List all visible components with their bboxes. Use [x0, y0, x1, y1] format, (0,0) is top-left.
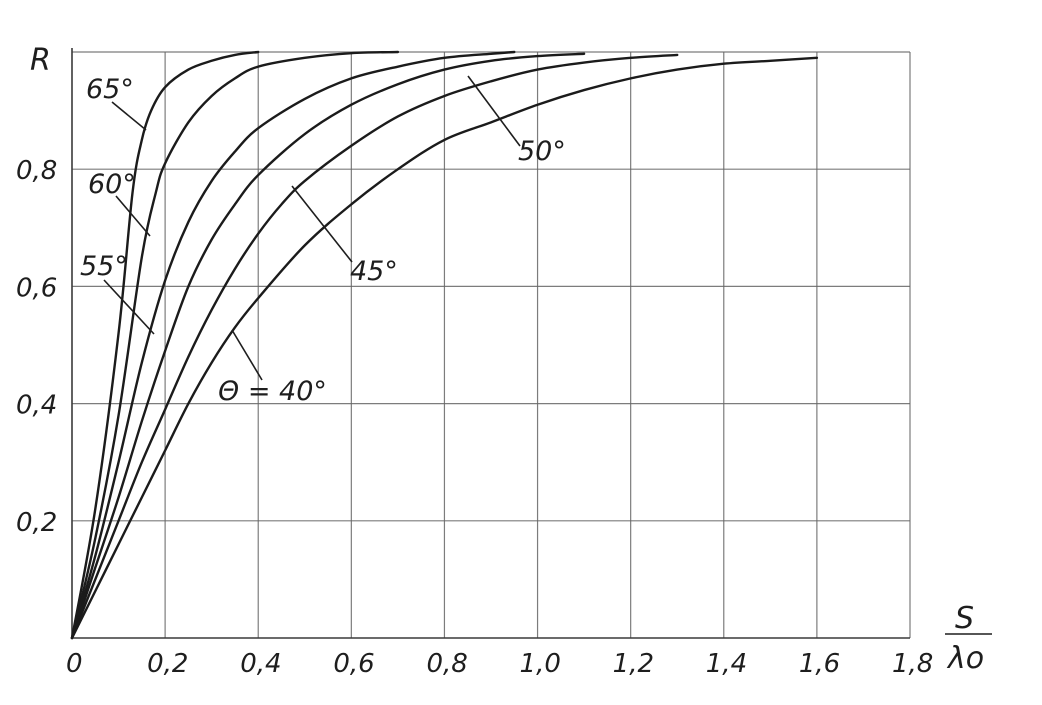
- x-axis-label-numerator: S: [955, 601, 974, 636]
- x-tick-label-7: 1,4: [706, 649, 747, 679]
- series-line-40-deg: [70, 56, 819, 640]
- y-axis-label: R: [30, 43, 51, 78]
- curve-label-60: 60°: [88, 169, 136, 200]
- leader-60-deg: [115, 195, 151, 237]
- curves: [70, 50, 819, 640]
- x-tick-label-8: 1,6: [799, 649, 840, 679]
- x-axis-label-denominator: λo: [946, 641, 984, 676]
- series-line-45-deg: [70, 53, 679, 640]
- leader-45-deg: [291, 185, 353, 263]
- x-tick-label-3: 0,6: [333, 649, 374, 679]
- series-line-65-deg: [70, 50, 260, 640]
- x-tick-label-6: 1,2: [613, 649, 654, 679]
- x-tick-label-0: 0: [66, 649, 83, 679]
- series-line-60-deg: [70, 50, 400, 640]
- x-tick-label-5: 1,0: [520, 649, 561, 679]
- leader-40-deg: [231, 329, 263, 381]
- y-tick-label-2: 0,6: [16, 273, 57, 303]
- curve-label-50: 50°: [518, 136, 566, 167]
- x-tick-label-9: 1,8: [892, 649, 933, 679]
- x-tick-label-1: 0,2: [147, 649, 188, 679]
- leader-50-deg: [467, 75, 521, 147]
- y-tick-label-1: 0,4: [16, 391, 57, 421]
- curve-label-leaders: [103, 75, 521, 381]
- leader-55-deg: [103, 279, 155, 335]
- series-line-50-deg: [70, 52, 586, 640]
- y-tick-label-3: 0,8: [16, 156, 57, 186]
- y-tick-label-0: 0,2: [16, 508, 57, 538]
- labels: R S λo 65° 60° 55° 50° 45° Θ = 40° 0 0,2 0…: [16, 43, 992, 679]
- curve-label-45: 45°: [350, 256, 398, 287]
- x-tick-label-2: 0,4: [240, 649, 281, 679]
- curve-label-65: 65°: [86, 74, 134, 105]
- curve-label-55: 55°: [80, 251, 128, 282]
- curve-label-40: Θ = 40°: [218, 376, 327, 407]
- grid: [71, 48, 911, 639]
- x-tick-label-4: 0,8: [426, 649, 467, 679]
- leader-65-deg: [111, 101, 147, 131]
- series-line-55-deg: [70, 50, 516, 640]
